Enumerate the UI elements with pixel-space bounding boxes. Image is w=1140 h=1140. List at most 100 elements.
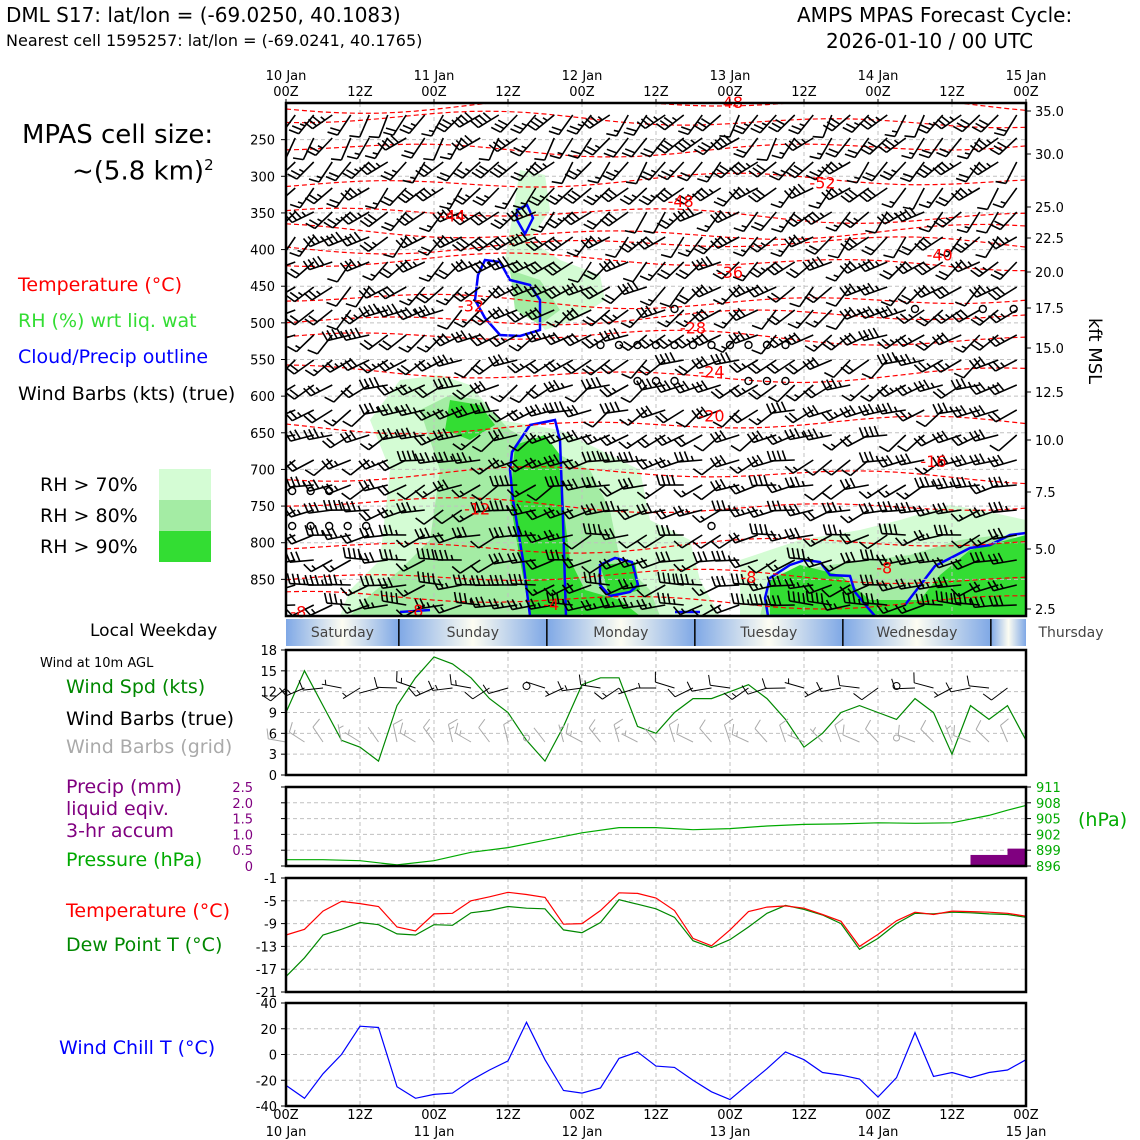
sounding-wind-barb [472,187,500,206]
barb-staff [959,534,981,549]
barb-staff [570,359,592,375]
sounding-wind-barb [289,187,315,209]
sounding-wind-barb [803,484,833,501]
barb-flag [858,541,868,550]
barb-half-flag [611,436,617,442]
barb-flag [393,718,403,725]
sounding-wind-barb [549,137,574,160]
barb-flag [710,141,719,151]
barb-flag [674,368,685,376]
barb-flag [858,490,868,499]
barb-staff [478,727,490,743]
sounding-wind-barb [878,523,906,536]
barb-flag [510,235,519,245]
barb-flag [377,578,384,589]
sounding-wind-barb [415,286,444,304]
barb-flag [876,489,886,498]
barb-flag [667,572,671,584]
sounding-wind-barb [286,334,296,339]
barb-flag [716,550,722,562]
sounding-wind-barb [543,379,573,393]
wind-chill-line [285,1020,1027,1101]
sounding-wind-barb [470,501,499,513]
barb-staff [342,687,361,700]
sounding-wind-barb [802,509,833,522]
barb-flag [511,410,520,419]
barb-flag [566,557,574,567]
barb-flag [489,500,495,511]
barb-flag [941,161,950,170]
sounding-wind-barb [673,451,703,463]
barb-flag [895,265,904,275]
barb-half-flag [629,582,634,588]
barb-flag [306,149,317,157]
barb-flag [622,277,634,283]
barb-staff [286,309,296,315]
barb-staff [848,236,870,251]
barb-staff [966,211,981,233]
barb-staff [481,286,500,306]
barb-staff [422,384,444,399]
temp-contour-line [286,223,1026,240]
barb-staff [848,187,870,203]
barb-flag [469,337,478,347]
sounding-wind-barb [598,584,629,596]
barb-staff [687,114,703,135]
barb-flag [720,352,727,363]
barb-flag [470,575,476,586]
barb-staff [831,114,851,132]
barb-flag [289,430,297,441]
barb-flag [672,573,676,585]
barb-staff [716,434,740,443]
barb-flag [960,118,971,126]
barb-staff [310,604,333,616]
barb-half-flag [371,363,377,369]
barb-staff [568,509,592,520]
barb-flag [469,120,479,129]
wind-barb-grid [644,726,657,743]
barb-flag [937,503,944,514]
barb-half-flag [668,218,674,223]
barb-staff [392,114,407,136]
barb-staff [294,286,315,303]
barb-flag [862,329,870,340]
barb-staff [817,187,833,209]
barb-flag [969,167,979,176]
barb-flag [957,155,968,160]
barb-flag [286,367,295,375]
sounding-wind-barb [304,359,333,377]
sounding-wind-barb [918,211,944,233]
barb-staff [846,534,870,545]
barb-flag [376,307,384,318]
barb-half-flag [348,588,353,594]
sounding-wind-barb [675,187,703,205]
barb-flag [786,547,791,558]
sounding-wind-barb [286,359,315,375]
barb-staff [460,286,481,302]
barb-flag [556,593,560,604]
barb-flag [827,524,833,535]
sounding-wind-barb [561,599,592,612]
sounding-wind-barb [395,307,426,321]
barb-flag [876,388,886,398]
sounding-wind-barb [358,303,388,318]
barb-flag [728,558,736,569]
barb-flag [400,428,407,439]
barb-staff [348,211,370,225]
sounding-wind-barb [307,334,333,355]
barb-flag [452,574,458,585]
legend-rh80-swatch [159,500,211,531]
barb-flag [312,115,322,124]
sounding-wind-barb [599,451,629,463]
barb-staff [937,459,962,467]
barb-flag [793,503,801,514]
barb-half-flag [317,218,323,223]
barb-staff [456,459,481,464]
sounding-wind-barb [821,584,851,598]
barb-half-flag [926,201,932,205]
barb-staff [519,161,537,181]
wind-barb-true [654,671,675,689]
y-tick-label: 9 [269,707,277,722]
barb-staff [849,211,870,229]
sounding-wind-barb [784,527,814,540]
